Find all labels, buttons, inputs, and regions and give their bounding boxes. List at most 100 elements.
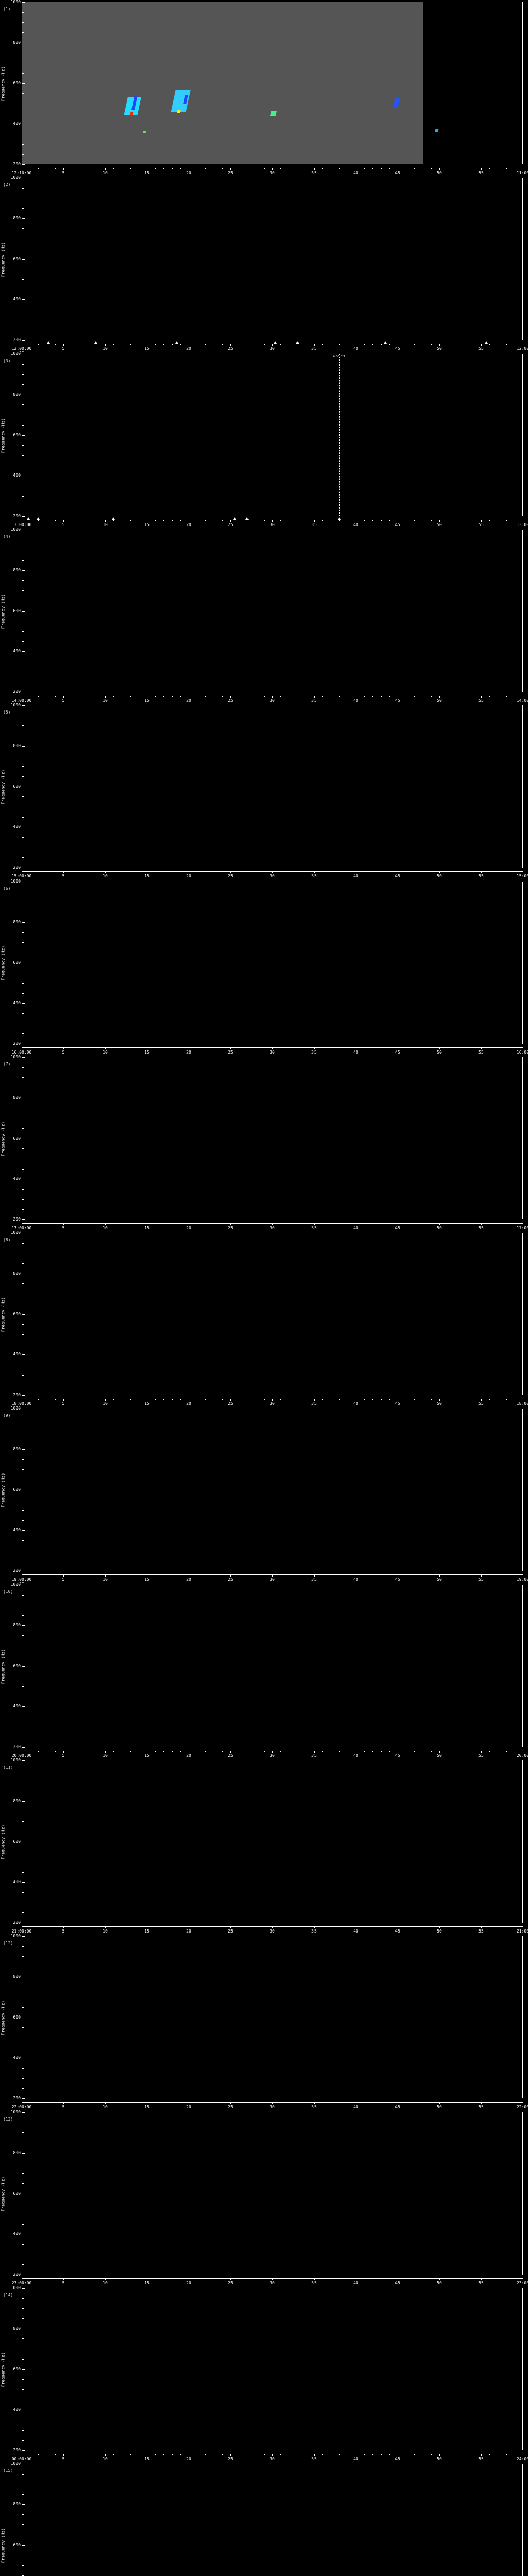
x-tick-minor: [172, 344, 173, 345]
x-tick-minor: [364, 2278, 365, 2279]
x-tick-minor: [506, 1751, 507, 1752]
plot-area: 200 400 600 800 1000: [11, 879, 523, 1046]
x-tick-minor: [155, 520, 156, 521]
y-tick-minor: [22, 2494, 24, 2495]
y-tick-minor: [22, 1013, 24, 1014]
x-tick-minor: [180, 1399, 181, 1400]
x-tick-label: 40: [353, 1929, 358, 1934]
x-tick-minor: [389, 520, 390, 521]
x-tick: [105, 871, 106, 873]
x-tick-minor: [280, 168, 282, 169]
x-tick-minor: [489, 1574, 490, 1575]
x-tick-minor: [247, 1399, 248, 1400]
y-tick-minor: [22, 2183, 24, 2184]
x-tick-minor: [489, 520, 490, 521]
x-tick: [63, 520, 64, 522]
y-axis-label: Frequency (Hz): [1, 1824, 6, 1859]
x-tick-minor: [155, 168, 156, 169]
y-tick-minor: [22, 560, 24, 561]
x-tick-minor: [414, 1047, 415, 1048]
x-tick-label: 15: [144, 1050, 150, 1055]
y-tick-minor: [22, 796, 24, 798]
y-tick-label: 800: [13, 1622, 21, 1628]
x-tick-label: 25: [228, 874, 233, 878]
x-tick-minor: [113, 1926, 114, 1927]
x-tick: [314, 2454, 315, 2456]
x-tick-label: 35: [311, 1577, 317, 1582]
y-tick-label: 1000: [10, 2110, 21, 2114]
axis-triangle-marker: [94, 341, 98, 344]
x-tick-label: 45: [395, 346, 400, 351]
spectrogram-panel: (2) Frequency (Hz) 200 400 600 800 1000 5 10 15 20…: [0, 175, 528, 365]
y-tick-minor: [22, 2078, 24, 2079]
y-tick-minor: [22, 1375, 24, 1376]
y-tick: 1000: [11, 0, 25, 4]
y-tick: 1000: [11, 1055, 25, 1059]
x-tick-minor: [339, 1047, 340, 1048]
x-tick-label: 55: [478, 1226, 484, 1230]
x-tick-label: 55: [478, 1050, 484, 1055]
y-tick: 800: [13, 2502, 25, 2506]
plot-area: 200 400 600 800 1000: [11, 2285, 523, 2452]
x-tick-minor: [55, 696, 56, 697]
y-tick: 400: [13, 1352, 25, 1357]
x-tick: [272, 344, 273, 346]
x-tick-minor: [339, 2454, 340, 2455]
x-tick-label: 55: [478, 698, 484, 703]
x-tick-label: 45: [395, 1577, 400, 1582]
x-tick-minor: [180, 2102, 181, 2103]
x-tick-minor: [38, 871, 39, 872]
x-tick-minor: [389, 344, 390, 345]
x-tick-minor: [280, 1047, 282, 1048]
y-tick: 800: [13, 1447, 25, 1451]
y-tick-label: 200: [13, 514, 21, 518]
y-tick: 400: [13, 1704, 25, 1708]
x-tick-label: 55: [478, 1753, 484, 1758]
y-tick-minor: [22, 1635, 24, 1636]
x-tick-minor: [364, 520, 365, 521]
y-tick-minor: [22, 1168, 24, 1170]
y-tick-minor: [22, 22, 24, 23]
x-tick-minor: [113, 871, 114, 872]
y-tick-label: 800: [13, 1270, 21, 1276]
x-tick-minor: [172, 2278, 173, 2279]
x-axis-start-label-line: 14:00:00: [11, 698, 32, 703]
y-tick: 600: [13, 1664, 25, 1668]
y-tick-minor: [22, 1892, 24, 1893]
x-tick-label: 55: [478, 1577, 484, 1582]
x-tick-minor: [55, 1926, 56, 1927]
axis-triangle-marker: [233, 517, 237, 520]
x-tick-label: 15: [144, 698, 150, 703]
x-axis-end-label: 14:00: [516, 698, 528, 703]
x-tick-minor: [130, 168, 131, 169]
spectrogram-panel: (1) Frequency (Hz) 200 400 600 800 1000 5 10 15 20…: [0, 0, 528, 189]
x-axis-start-label-line: 12:00:00: [11, 346, 32, 351]
y-tick-minor: [22, 1243, 24, 1244]
x-tick-minor: [247, 344, 248, 345]
x-tick-label: 15: [144, 1929, 150, 1934]
x-tick-minor: [339, 168, 340, 169]
y-tick: 800: [13, 1623, 25, 1628]
y-tick-minor: [22, 1209, 24, 1210]
y-tick-label: 400: [13, 473, 21, 478]
x-tick-minor: [364, 2102, 365, 2103]
x-tick-label: 25: [228, 171, 233, 175]
x-tick-minor: [130, 696, 131, 697]
spectrogram-panel: (8) Frequency (Hz) 200 400 600 800 1000 5 10 15 20…: [0, 1230, 528, 1420]
x-tick-label: 10: [103, 874, 108, 878]
x-tick-label: 35: [311, 1929, 317, 1934]
x-tick-minor: [247, 696, 248, 697]
x-tick-minor: [172, 1574, 173, 1575]
x-axis-end-label: 15:00: [516, 874, 528, 878]
panel-index-label: (3): [3, 359, 11, 363]
x-tick-minor: [130, 2454, 131, 2455]
x-tick-minor: [155, 1751, 156, 1752]
x-tick-minor: [389, 2278, 390, 2279]
x-tick-minor: [205, 1223, 206, 1224]
y-tick-label: 600: [13, 2014, 21, 2020]
x-tick-label: 35: [311, 2105, 317, 2109]
x-tick-label: 5: [62, 1577, 65, 1582]
x-tick-minor: [180, 2454, 181, 2455]
y-tick-label: 800: [13, 1798, 21, 1803]
x-tick: [314, 696, 315, 698]
